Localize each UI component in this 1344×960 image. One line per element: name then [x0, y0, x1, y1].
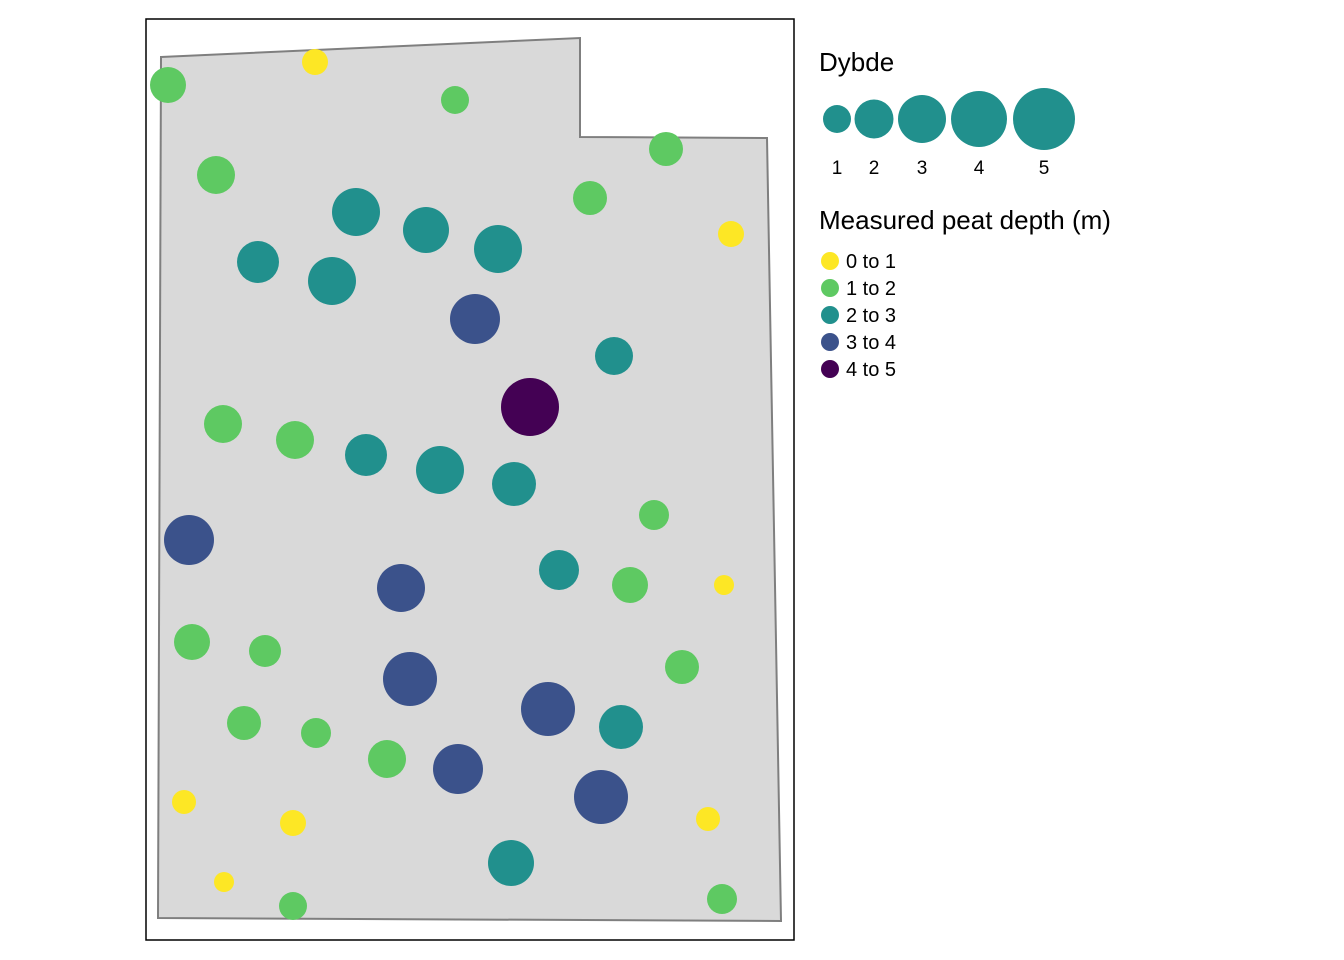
sample-point: [345, 434, 387, 476]
size-legend-label: 1: [832, 158, 843, 179]
size-legend-symbol-3: [898, 95, 946, 143]
sample-point: [214, 872, 234, 892]
sample-point: [301, 718, 331, 748]
color-legend-swatch-0-1: [821, 252, 839, 270]
sample-point: [433, 744, 483, 794]
sample-point: [377, 564, 425, 612]
sample-point: [450, 294, 500, 344]
sample-point: [172, 790, 196, 814]
sample-point: [197, 156, 235, 194]
size-legend-label: 4: [974, 158, 985, 179]
color-legend-label: 2 to 3: [846, 305, 896, 327]
sample-point: [441, 86, 469, 114]
sample-point: [302, 49, 328, 75]
sample-point: [599, 705, 643, 749]
color-legend-label: 4 to 5: [846, 359, 896, 381]
size-legend-symbol-4: [951, 91, 1007, 147]
color-legend-swatch-2-3: [821, 306, 839, 324]
color-legend-title: Measured peat depth (m): [819, 205, 1111, 235]
sample-point: [308, 257, 356, 305]
sample-point: [383, 652, 437, 706]
sample-point: [150, 67, 186, 103]
sample-point: [639, 500, 669, 530]
sample-point: [574, 770, 628, 824]
sample-point: [539, 550, 579, 590]
sample-point: [665, 650, 699, 684]
sample-point: [249, 635, 281, 667]
color-legend-label: 3 to 4: [846, 332, 896, 354]
size-legend-symbol-5: [1013, 88, 1075, 150]
sample-point: [403, 207, 449, 253]
sample-point: [416, 446, 464, 494]
sample-point: [279, 892, 307, 920]
sample-point: [707, 884, 737, 914]
sample-point: [164, 515, 214, 565]
color-legend-swatch-4-5: [821, 360, 839, 378]
color-legend-swatch-3-4: [821, 333, 839, 351]
study-area-polygon: [156, 36, 783, 923]
sample-point: [501, 378, 559, 436]
size-legend-symbol-2: [854, 99, 894, 139]
sample-point: [227, 706, 261, 740]
size-legend-title: Dybde: [819, 47, 894, 77]
sample-point: [237, 241, 279, 283]
size-legend-label: 2: [869, 158, 880, 179]
sample-point: [474, 225, 522, 273]
sample-points: [150, 49, 744, 920]
sample-point: [595, 337, 633, 375]
size-legend: Dybde 1 2 3 4 5: [819, 47, 1075, 179]
size-legend-symbol-1: [823, 105, 851, 133]
sample-point: [521, 682, 575, 736]
sample-point: [649, 132, 683, 166]
sample-point: [368, 740, 406, 778]
sample-point: [696, 807, 720, 831]
sample-point: [714, 575, 734, 595]
sample-point: [492, 462, 536, 506]
color-legend-swatch-1-2: [821, 279, 839, 297]
sample-point: [276, 421, 314, 459]
size-legend-label: 3: [917, 158, 928, 179]
sample-point: [612, 567, 648, 603]
sample-point: [280, 810, 306, 836]
color-legend-label: 1 to 2: [846, 278, 896, 300]
sample-point: [204, 405, 242, 443]
sample-point: [332, 188, 380, 236]
sample-point: [488, 840, 534, 886]
color-legend: Measured peat depth (m) 0 to 1 1 to 2 2 …: [819, 205, 1111, 381]
sample-point: [174, 624, 210, 660]
sample-point: [573, 181, 607, 215]
size-legend-label: 5: [1039, 158, 1050, 179]
color-legend-label: 0 to 1: [846, 251, 896, 273]
sample-point: [718, 221, 744, 247]
